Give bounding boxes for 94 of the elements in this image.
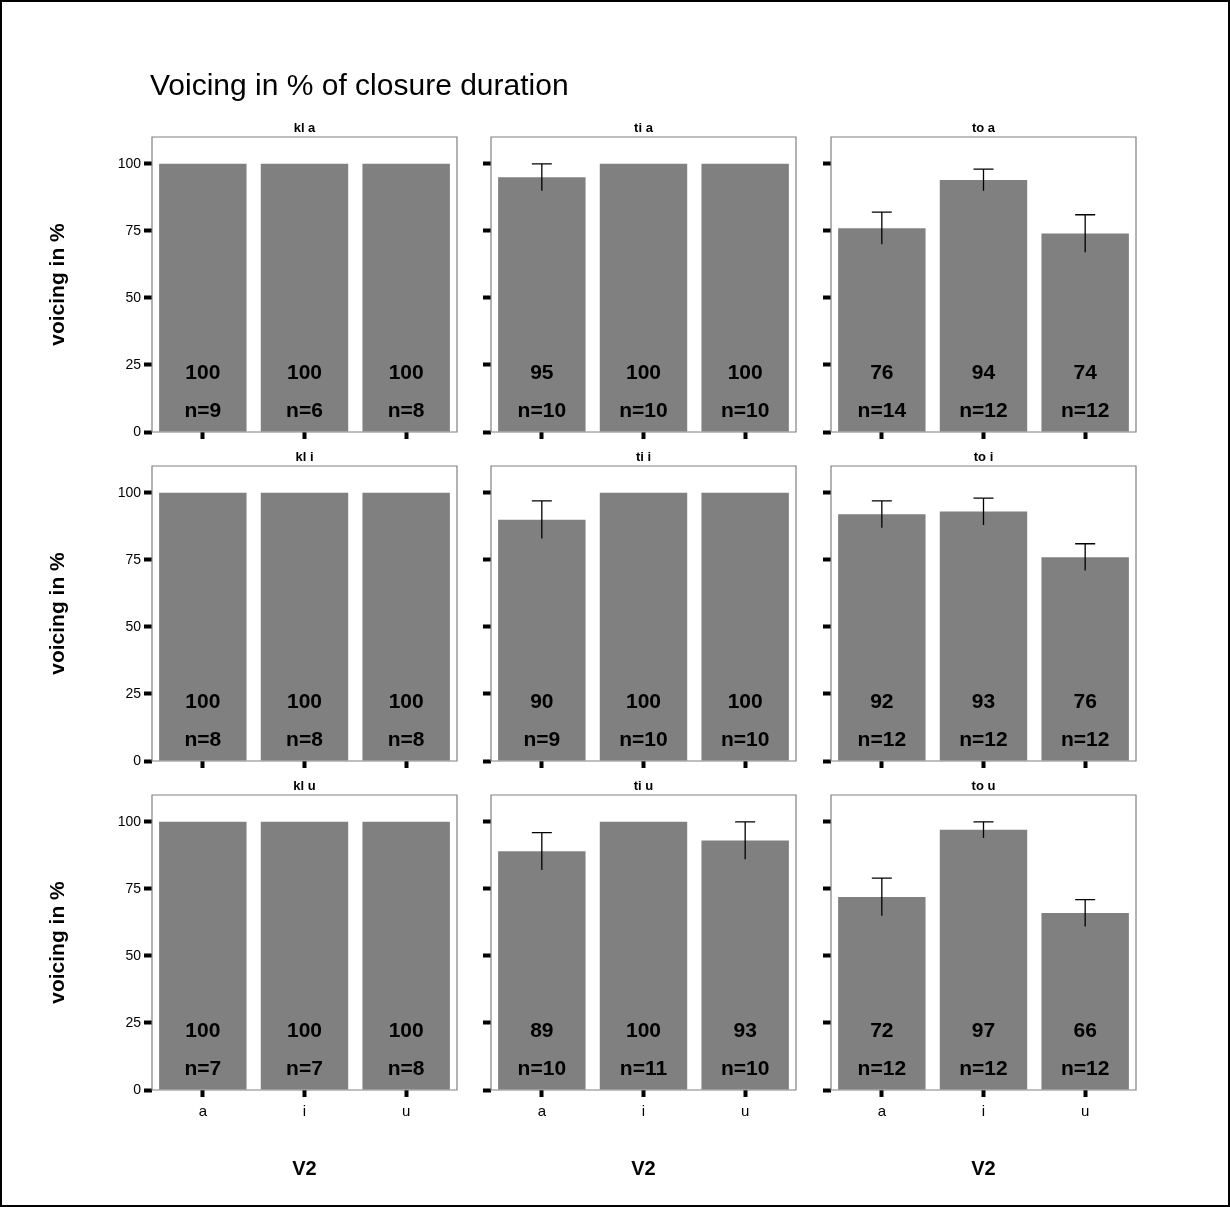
x-tick-label: u [401, 1102, 411, 1120]
data-label: 76 [870, 359, 894, 383]
x-tick-label: a [877, 1102, 887, 1120]
x-axis-title: V2 [292, 1156, 317, 1179]
data-label: 100 [185, 359, 221, 383]
annotation: n=8 [387, 1055, 425, 1079]
annotation: n=14 [857, 397, 907, 421]
annotation: n=8 [286, 726, 324, 750]
data-label: 93 [971, 688, 996, 712]
data-label: 90 [530, 688, 554, 712]
y-tick-label: 75 [125, 221, 142, 238]
y-axis-title: voicing in % [45, 551, 69, 675]
annotation: n=10 [619, 397, 668, 421]
chart-title: kl a [293, 120, 317, 136]
data-label: 76 [1073, 688, 1097, 712]
x-axis-title: V2 [971, 1156, 996, 1179]
annotation: n=6 [286, 397, 323, 421]
annotation: n=8 [387, 726, 425, 750]
x-tick-label: i [302, 1102, 307, 1120]
annotation: n=11 [619, 1055, 668, 1079]
text: Voicing in % of closure duration [150, 68, 569, 102]
data-label: 100 [625, 359, 662, 383]
chart-title: ti u [633, 778, 654, 794]
y-tick-label: 50 [125, 946, 142, 963]
y-tick-label: 100 [117, 812, 142, 829]
x-tick-label: u [1080, 1102, 1090, 1120]
data-label: 95 [530, 359, 554, 383]
data-label: 94 [971, 359, 996, 383]
annotation: n=12 [959, 1055, 1008, 1079]
data-label: 100 [625, 688, 662, 712]
y-axis-title: voicing in % [45, 880, 69, 1004]
chart-title: ti i [635, 449, 652, 465]
annotation: n=12 [959, 397, 1008, 421]
x-tick-label: a [537, 1102, 547, 1120]
annotation: n=9 [523, 726, 561, 750]
data-label: 92 [870, 688, 894, 712]
data-label: 66 [1073, 1017, 1097, 1041]
annotation: n=8 [184, 726, 222, 750]
annotation: n=10 [619, 726, 668, 750]
data-label: 100 [388, 1017, 424, 1041]
data-label: 100 [388, 688, 424, 712]
data-label: 100 [185, 688, 221, 712]
x-tick-label: a [198, 1102, 208, 1120]
x-tick-label: i [981, 1102, 986, 1120]
data-label: 100 [625, 1017, 662, 1041]
data-label: 100 [727, 688, 763, 712]
annotation: n=12 [1060, 726, 1110, 750]
chart-title: to i [973, 449, 994, 465]
data-label: 72 [870, 1017, 894, 1041]
y-tick-label: 25 [125, 684, 142, 701]
annotation: n=12 [1060, 1055, 1110, 1079]
chart-title: to u [971, 778, 996, 794]
y-tick-label: 50 [125, 288, 142, 305]
y-tick-label: 75 [125, 550, 142, 567]
annotation: n=9 [184, 397, 222, 421]
chart-title: kl i [295, 449, 314, 465]
data-label: 93 [733, 1017, 757, 1041]
y-tick-label: 100 [117, 483, 142, 500]
y-tick-label: 25 [125, 355, 142, 372]
data-label: 100 [286, 1017, 323, 1041]
annotation: n=10 [720, 397, 770, 421]
data-label: 74 [1073, 359, 1098, 383]
y-tick-label: 50 [125, 617, 142, 634]
annotation: n=10 [517, 1055, 567, 1079]
annotation: n=12 [959, 726, 1008, 750]
data-label: 100 [388, 359, 424, 383]
data-label: 100 [185, 1017, 221, 1041]
y-tick-label: 100 [117, 154, 142, 171]
annotation: n=10 [720, 1055, 770, 1079]
y-tick-label: 0 [133, 422, 142, 439]
x-tick-label: i [641, 1102, 646, 1120]
y-tick-label: 25 [125, 1013, 142, 1030]
y-tick-label: 0 [133, 1080, 142, 1097]
y-tick-label: 75 [125, 879, 142, 896]
chart-title: kl u [293, 778, 316, 794]
annotation: n=10 [517, 397, 567, 421]
annotation: n=7 [286, 1055, 323, 1079]
annotation: n=12 [857, 726, 907, 750]
annotation: n=8 [387, 397, 425, 421]
data-label: 89 [530, 1017, 554, 1041]
data-label: 100 [286, 688, 323, 712]
x-tick-label: u [740, 1102, 750, 1120]
annotation: n=7 [184, 1055, 222, 1079]
y-axis-title: voicing in % [45, 222, 69, 346]
annotation: n=12 [857, 1055, 907, 1079]
x-axis-title: V2 [631, 1156, 656, 1179]
annotation: n=10 [720, 726, 770, 750]
chart-title: ti a [634, 120, 654, 136]
data-label: 100 [286, 359, 323, 383]
data-label: 97 [971, 1017, 996, 1041]
annotation: n=12 [1060, 397, 1110, 421]
chart-title: to a [971, 120, 996, 136]
data-label: 100 [727, 359, 763, 383]
y-tick-label: 0 [133, 751, 142, 768]
